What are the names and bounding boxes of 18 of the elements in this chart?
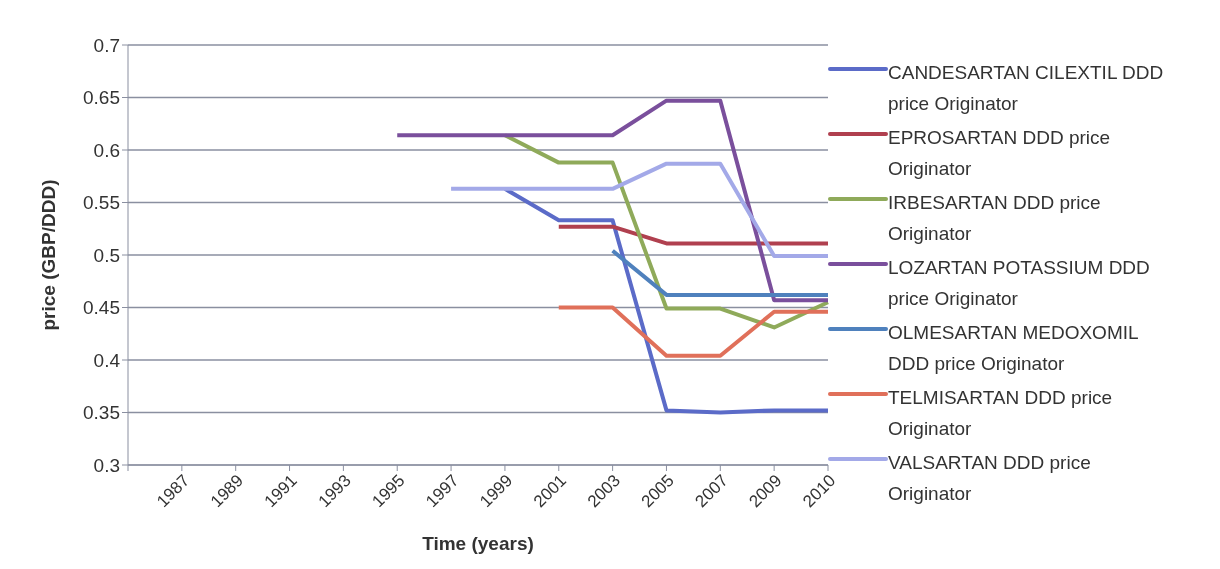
y-tick-label: 0.5: [93, 244, 120, 266]
y-tick-label: 0.65: [83, 87, 120, 109]
y-tick-label: 0.35: [83, 402, 120, 424]
legend-label: IRBESARTAN DDD price Originator: [888, 190, 1102, 246]
legend-label: CANDESARTAN CILEXTIL DDD price Originator: [888, 60, 1165, 116]
x-axis-title: Time (years): [422, 533, 534, 554]
y-axis-title: price (GBP/DDD): [37, 179, 59, 331]
y-tick-label: 0.3: [93, 454, 120, 476]
y-tick-label: 0.4: [93, 349, 121, 371]
y-tick-label: 0.6: [93, 139, 120, 161]
y-tick-label: 0.55: [83, 192, 120, 214]
legend-label: VALSARTAN DDD price Originator: [888, 450, 1092, 506]
y-tick-label: 0.7: [93, 34, 120, 56]
y-tick-label: 0.45: [83, 297, 120, 319]
legend-label: OLMESARTAN MEDOXOMIL DDD price Originator: [888, 320, 1139, 376]
legend-label: EPROSARTAN DDD price Originator: [888, 125, 1112, 181]
legend-label: TELMISARTAN DDD price Originator: [888, 385, 1114, 441]
legend-label: LOZARTAN POTASSIUM DDD price Originator: [888, 255, 1151, 311]
